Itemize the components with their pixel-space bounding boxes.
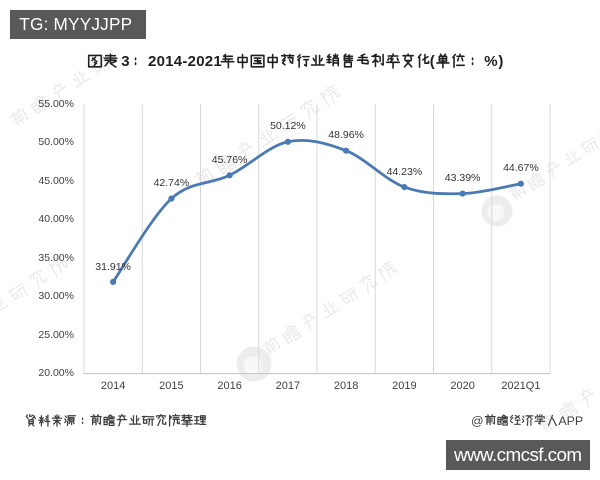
svg-text:2014-2021: 2014-2021 [148,53,222,70]
svg-text:(: ( [430,53,435,70]
svg-text:@: @ [471,414,484,428]
svg-text:%): %) [484,53,504,70]
svg-text:3: 3 [121,53,129,70]
svg-text:APP: APP [558,414,583,428]
